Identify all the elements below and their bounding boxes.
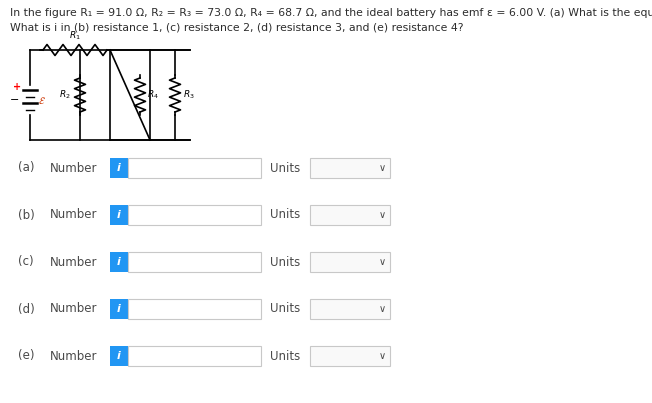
Text: (d): (d) [18, 303, 35, 316]
Text: Units: Units [270, 162, 301, 174]
FancyBboxPatch shape [110, 205, 128, 225]
FancyBboxPatch shape [128, 346, 261, 366]
FancyBboxPatch shape [110, 299, 128, 319]
Text: (a): (a) [18, 162, 35, 174]
Text: $R_1$: $R_1$ [69, 29, 81, 42]
Text: What is i in (b) resistance 1, (c) resistance 2, (d) resistance 3, and (e) resis: What is i in (b) resistance 1, (c) resis… [10, 22, 464, 32]
FancyBboxPatch shape [128, 205, 261, 225]
Text: i: i [117, 163, 121, 173]
Text: (e): (e) [18, 349, 35, 363]
Text: $R_2$: $R_2$ [59, 89, 71, 101]
Text: i: i [117, 351, 121, 361]
FancyBboxPatch shape [310, 346, 390, 366]
Text: ∨: ∨ [378, 257, 385, 267]
FancyBboxPatch shape [128, 252, 261, 272]
FancyBboxPatch shape [128, 158, 261, 178]
FancyBboxPatch shape [310, 299, 390, 319]
FancyBboxPatch shape [310, 158, 390, 178]
Text: +: + [13, 82, 21, 92]
Text: (c): (c) [18, 256, 34, 268]
FancyBboxPatch shape [128, 299, 261, 319]
Text: i: i [117, 304, 121, 314]
Text: i: i [117, 210, 121, 220]
Text: Number: Number [50, 256, 98, 268]
Text: Units: Units [270, 208, 301, 222]
FancyBboxPatch shape [110, 252, 128, 272]
Text: In the figure R₁ = 91.0 Ω, R₂ = R₃ = 73.0 Ω, R₄ = 68.7 Ω, and the ideal battery : In the figure R₁ = 91.0 Ω, R₂ = R₃ = 73.… [10, 8, 652, 18]
Text: Number: Number [50, 208, 98, 222]
FancyBboxPatch shape [310, 252, 390, 272]
Text: Number: Number [50, 303, 98, 316]
Text: $\mathcal{E}$: $\mathcal{E}$ [38, 94, 46, 106]
Text: −: − [10, 95, 20, 105]
Text: ∨: ∨ [378, 163, 385, 173]
Text: i: i [117, 257, 121, 267]
FancyBboxPatch shape [310, 205, 390, 225]
Text: Units: Units [270, 256, 301, 268]
FancyBboxPatch shape [110, 346, 128, 366]
Text: $R_4$: $R_4$ [147, 89, 159, 101]
Text: Number: Number [50, 162, 98, 174]
Text: ∨: ∨ [378, 304, 385, 314]
Text: $R_3$: $R_3$ [183, 89, 195, 101]
Text: ∨: ∨ [378, 210, 385, 220]
Text: ∨: ∨ [378, 351, 385, 361]
Text: Units: Units [270, 349, 301, 363]
Text: Number: Number [50, 349, 98, 363]
Text: (b): (b) [18, 208, 35, 222]
Text: Units: Units [270, 303, 301, 316]
FancyBboxPatch shape [110, 158, 128, 178]
